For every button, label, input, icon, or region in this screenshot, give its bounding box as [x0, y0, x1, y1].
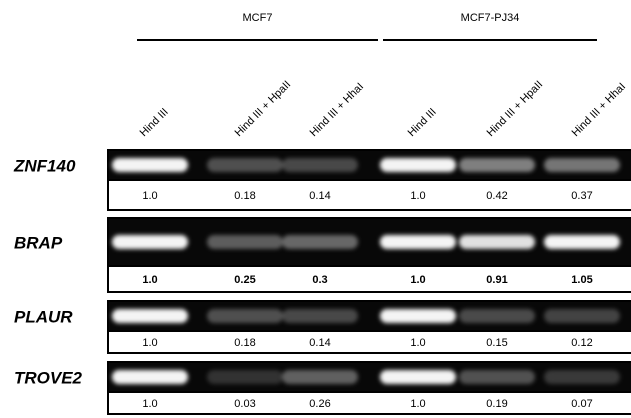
gene-label: TROVE2 — [14, 368, 83, 387]
value-panel — [108, 180, 631, 210]
gene-label: BRAP — [14, 233, 63, 252]
band — [544, 370, 620, 384]
band-value: 1.0 — [410, 274, 425, 286]
band — [282, 235, 358, 249]
lane-label: Hind III + HpaII — [233, 79, 294, 140]
band — [459, 370, 535, 384]
band-value: 1.0 — [410, 190, 425, 202]
band — [544, 158, 620, 172]
band-value: 0.25 — [234, 274, 255, 286]
band-value: 0.26 — [309, 398, 330, 410]
lane-label: Hind III + HpaII — [485, 79, 546, 140]
band — [207, 309, 283, 323]
band-value: 1.0 — [142, 190, 157, 202]
band — [207, 158, 283, 172]
band — [544, 309, 620, 323]
band-value: 1.0 — [410, 337, 425, 349]
group-label: MCF7 — [243, 12, 273, 24]
band — [380, 370, 456, 384]
band-value: 0.18 — [234, 337, 255, 349]
gel-figure: MCF7MCF7-PJ34Hind IIIHind III + HpaIIHin… — [0, 0, 631, 418]
lane-label: Hind III + HhaI — [570, 81, 628, 139]
band-value: 0.3 — [312, 274, 327, 286]
band-value: 0.07 — [571, 398, 592, 410]
band-value: 0.37 — [571, 190, 592, 202]
band — [112, 309, 188, 323]
band-value: 0.42 — [486, 190, 507, 202]
band-value: 0.19 — [486, 398, 507, 410]
lane-label: Hind III — [138, 106, 171, 139]
value-panel — [108, 392, 631, 414]
band-value: 0.15 — [486, 337, 507, 349]
value-panel — [108, 266, 631, 292]
band — [207, 235, 283, 249]
gene-label: ZNF140 — [13, 156, 76, 175]
band — [459, 158, 535, 172]
band-value: 1.0 — [410, 398, 425, 410]
band — [282, 158, 358, 172]
band-value: 0.91 — [486, 274, 507, 286]
band — [112, 370, 188, 384]
band-value: 0.18 — [234, 190, 255, 202]
band — [544, 235, 620, 249]
band-value: 1.0 — [142, 337, 157, 349]
band-value: 0.12 — [571, 337, 592, 349]
band-value: 0.14 — [309, 337, 330, 349]
band — [207, 370, 283, 384]
band — [380, 309, 456, 323]
band-value: 1.05 — [571, 274, 592, 286]
band — [282, 309, 358, 323]
band — [112, 158, 188, 172]
band — [112, 235, 188, 249]
band — [459, 309, 535, 323]
group-label: MCF7-PJ34 — [461, 12, 520, 24]
value-panel — [108, 331, 631, 353]
band — [380, 235, 456, 249]
lane-label: Hind III — [406, 106, 439, 139]
band — [282, 370, 358, 384]
band-value: 0.03 — [234, 398, 255, 410]
band — [459, 235, 535, 249]
band-value: 1.0 — [142, 398, 157, 410]
band-value: 1.0 — [142, 274, 157, 286]
lane-label: Hind III + HhaI — [308, 81, 366, 139]
band-value: 0.14 — [309, 190, 330, 202]
gene-label: PLAUR — [14, 307, 73, 326]
band — [380, 158, 456, 172]
